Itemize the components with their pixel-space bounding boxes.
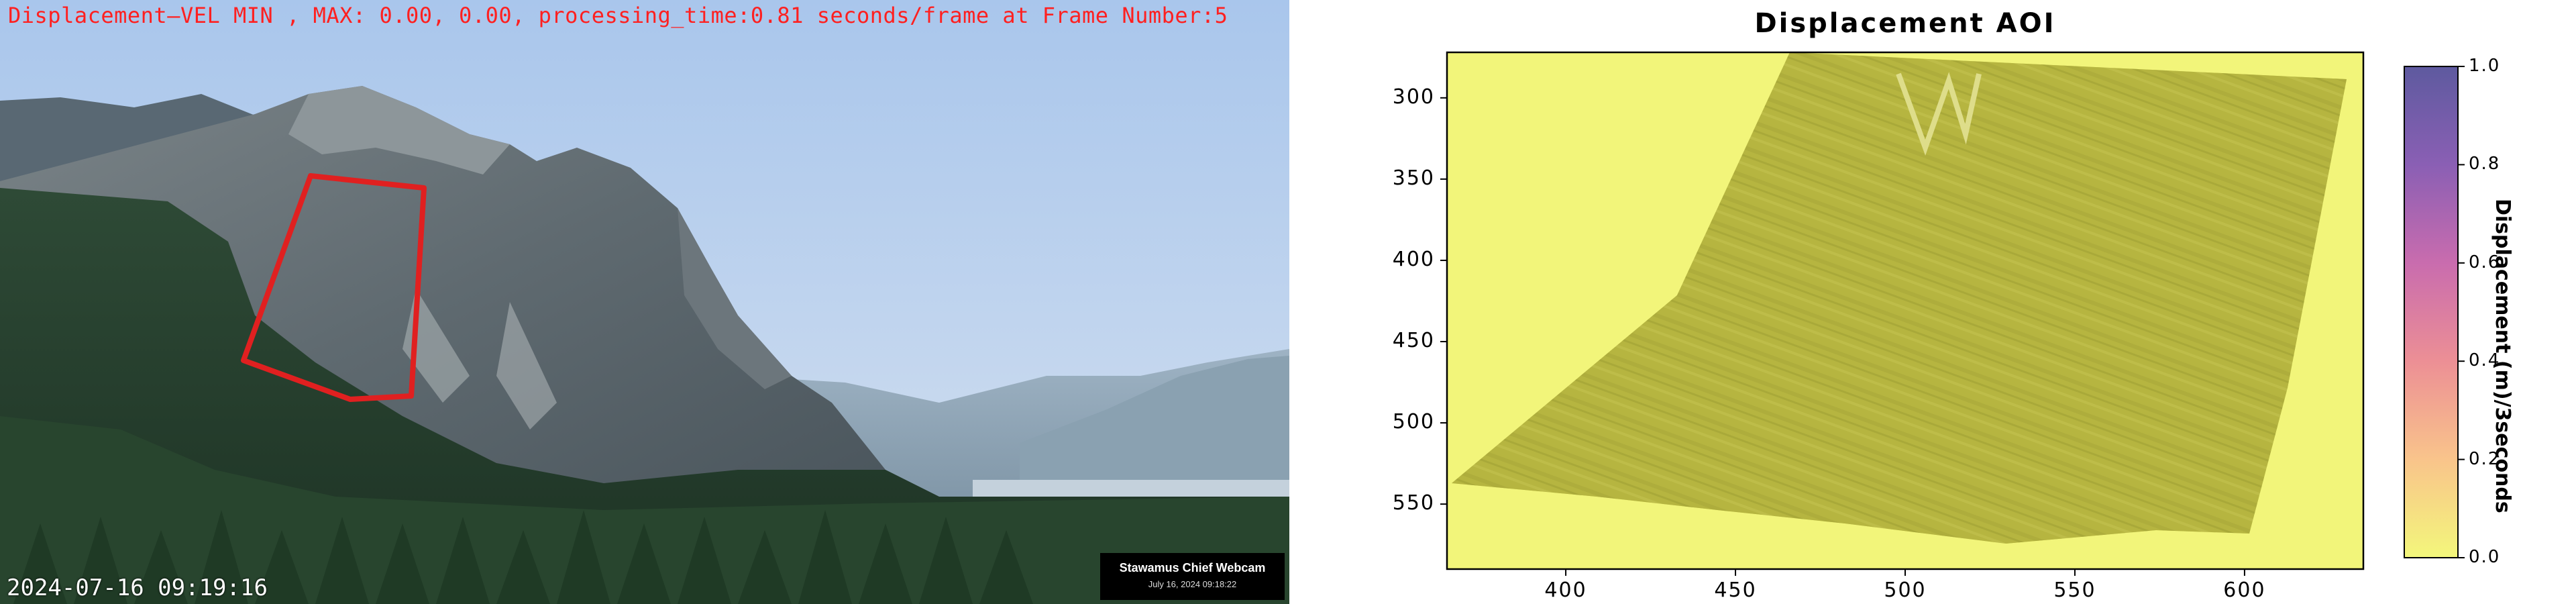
x-tick-label: 400	[1544, 578, 1587, 602]
cliff-streak	[1896, 72, 1982, 156]
y-tick-label: 450	[1392, 329, 1435, 352]
heatmap-area	[1446, 51, 2365, 570]
y-tick-label: 550	[1392, 491, 1435, 515]
colorbar-tick-label: 0.8	[2469, 154, 2501, 174]
camera-label: Stawamus Chief Webcam July 16, 2024 09:1…	[1100, 553, 1285, 600]
displacement-status-text: Displacement—VEL MIN , MAX: 0.00, 0.00, …	[8, 3, 1228, 28]
y-tick-label: 500	[1392, 410, 1435, 434]
webcam-timestamp: 2024-07-16 09:19:16	[7, 574, 268, 601]
x-tick-label: 450	[1714, 578, 1757, 602]
colorbar-tick-label: 0.6	[2469, 252, 2501, 272]
y-tick-label: 300	[1392, 85, 1435, 109]
colorbar-label: Displacement (m)/3seconds	[2491, 199, 2514, 513]
camera-date: July 16, 2024 09:18:22	[1148, 579, 1237, 589]
x-tick-label: 550	[2053, 578, 2096, 602]
colorbar-tick-label: 0.0	[2469, 547, 2501, 567]
colorbar	[2404, 66, 2459, 558]
y-tick-label: 350	[1392, 166, 1435, 190]
colorbar-tick-label: 1.0	[2469, 56, 2501, 76]
aoi-overlay	[1452, 52, 2347, 544]
webcam-panel: Displacement—VEL MIN , MAX: 0.00, 0.00, …	[0, 0, 1289, 604]
colorbar-tick-label: 0.4	[2469, 350, 2501, 371]
webcam-image	[0, 0, 1289, 604]
x-tick-label: 500	[1884, 578, 1927, 602]
y-tick-label: 400	[1392, 247, 1435, 271]
x-tick-label: 600	[2223, 578, 2266, 602]
colorbar-tick-label: 0.2	[2469, 448, 2501, 469]
plot-title: Displacement AOI	[1754, 8, 2056, 39]
camera-name: Stawamus Chief Webcam	[1119, 561, 1266, 574]
aoi-polygon	[241, 173, 427, 402]
